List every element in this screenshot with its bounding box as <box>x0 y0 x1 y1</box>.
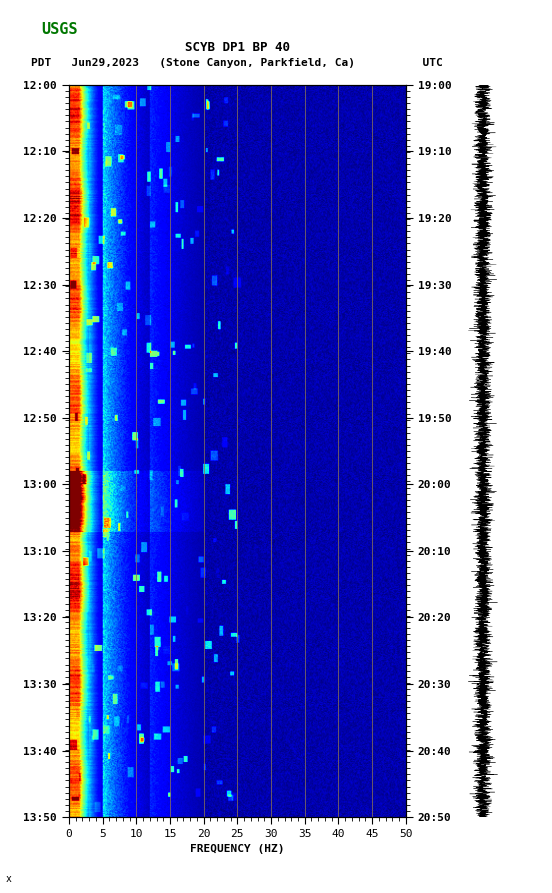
Text: PDT   Jun29,2023   (Stone Canyon, Parkfield, Ca)          UTC: PDT Jun29,2023 (Stone Canyon, Parkfield,… <box>31 58 443 68</box>
Text: x: x <box>6 874 12 884</box>
Text: USGS: USGS <box>12 18 28 23</box>
X-axis label: FREQUENCY (HZ): FREQUENCY (HZ) <box>190 845 285 855</box>
Text: USGS: USGS <box>41 22 78 38</box>
Text: SCYB DP1 BP 40: SCYB DP1 BP 40 <box>185 40 290 54</box>
